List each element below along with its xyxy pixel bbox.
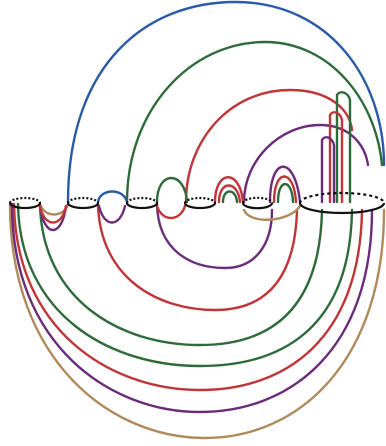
- red-lower-arc: [12, 202, 364, 392]
- green-lower-arc-outer: [16, 202, 354, 368]
- red-small-dip-1: [38, 204, 68, 224]
- boundary-circle-3: [125, 196, 159, 210]
- boundary-circle-1: [8, 196, 42, 210]
- boundary-circle-2: [66, 196, 100, 210]
- purple-lower-arc-inner: [155, 202, 274, 270]
- green-upper-arc-small: [155, 176, 189, 204]
- purple-upper-arc: [242, 123, 370, 204]
- boundary-circle-4: [183, 196, 217, 210]
- boundary-circle-large: [298, 191, 386, 215]
- red-small-arc-2: [272, 175, 298, 204]
- blue-upper-arc: [66, 0, 386, 204]
- green-upper-arc-outer: [125, 40, 384, 204]
- boundary-circle-5: [241, 196, 274, 210]
- purple-tube: [320, 136, 336, 204]
- red-small-dip-2: [155, 204, 187, 220]
- tan-lower-arc-outer: [8, 202, 386, 440]
- green-small-arc-2: [276, 182, 295, 204]
- green-lower-arc-inner: [38, 202, 324, 347]
- purple-small-arc: [268, 165, 302, 204]
- red-small-arc-3: [217, 184, 242, 204]
- red-upper-arc-small: [213, 176, 245, 204]
- blue-small-arc: [96, 190, 129, 204]
- purple-lower-arc: [10, 202, 374, 414]
- tan-lower-arc-inner: [242, 204, 302, 221]
- purple-small-dip-2: [97, 204, 127, 224]
- red-upper-arc-outer: [184, 88, 354, 204]
- red-lower-arc-inner: [96, 202, 299, 312]
- green-small-arc-3: [221, 190, 239, 204]
- red-tube: [328, 111, 344, 204]
